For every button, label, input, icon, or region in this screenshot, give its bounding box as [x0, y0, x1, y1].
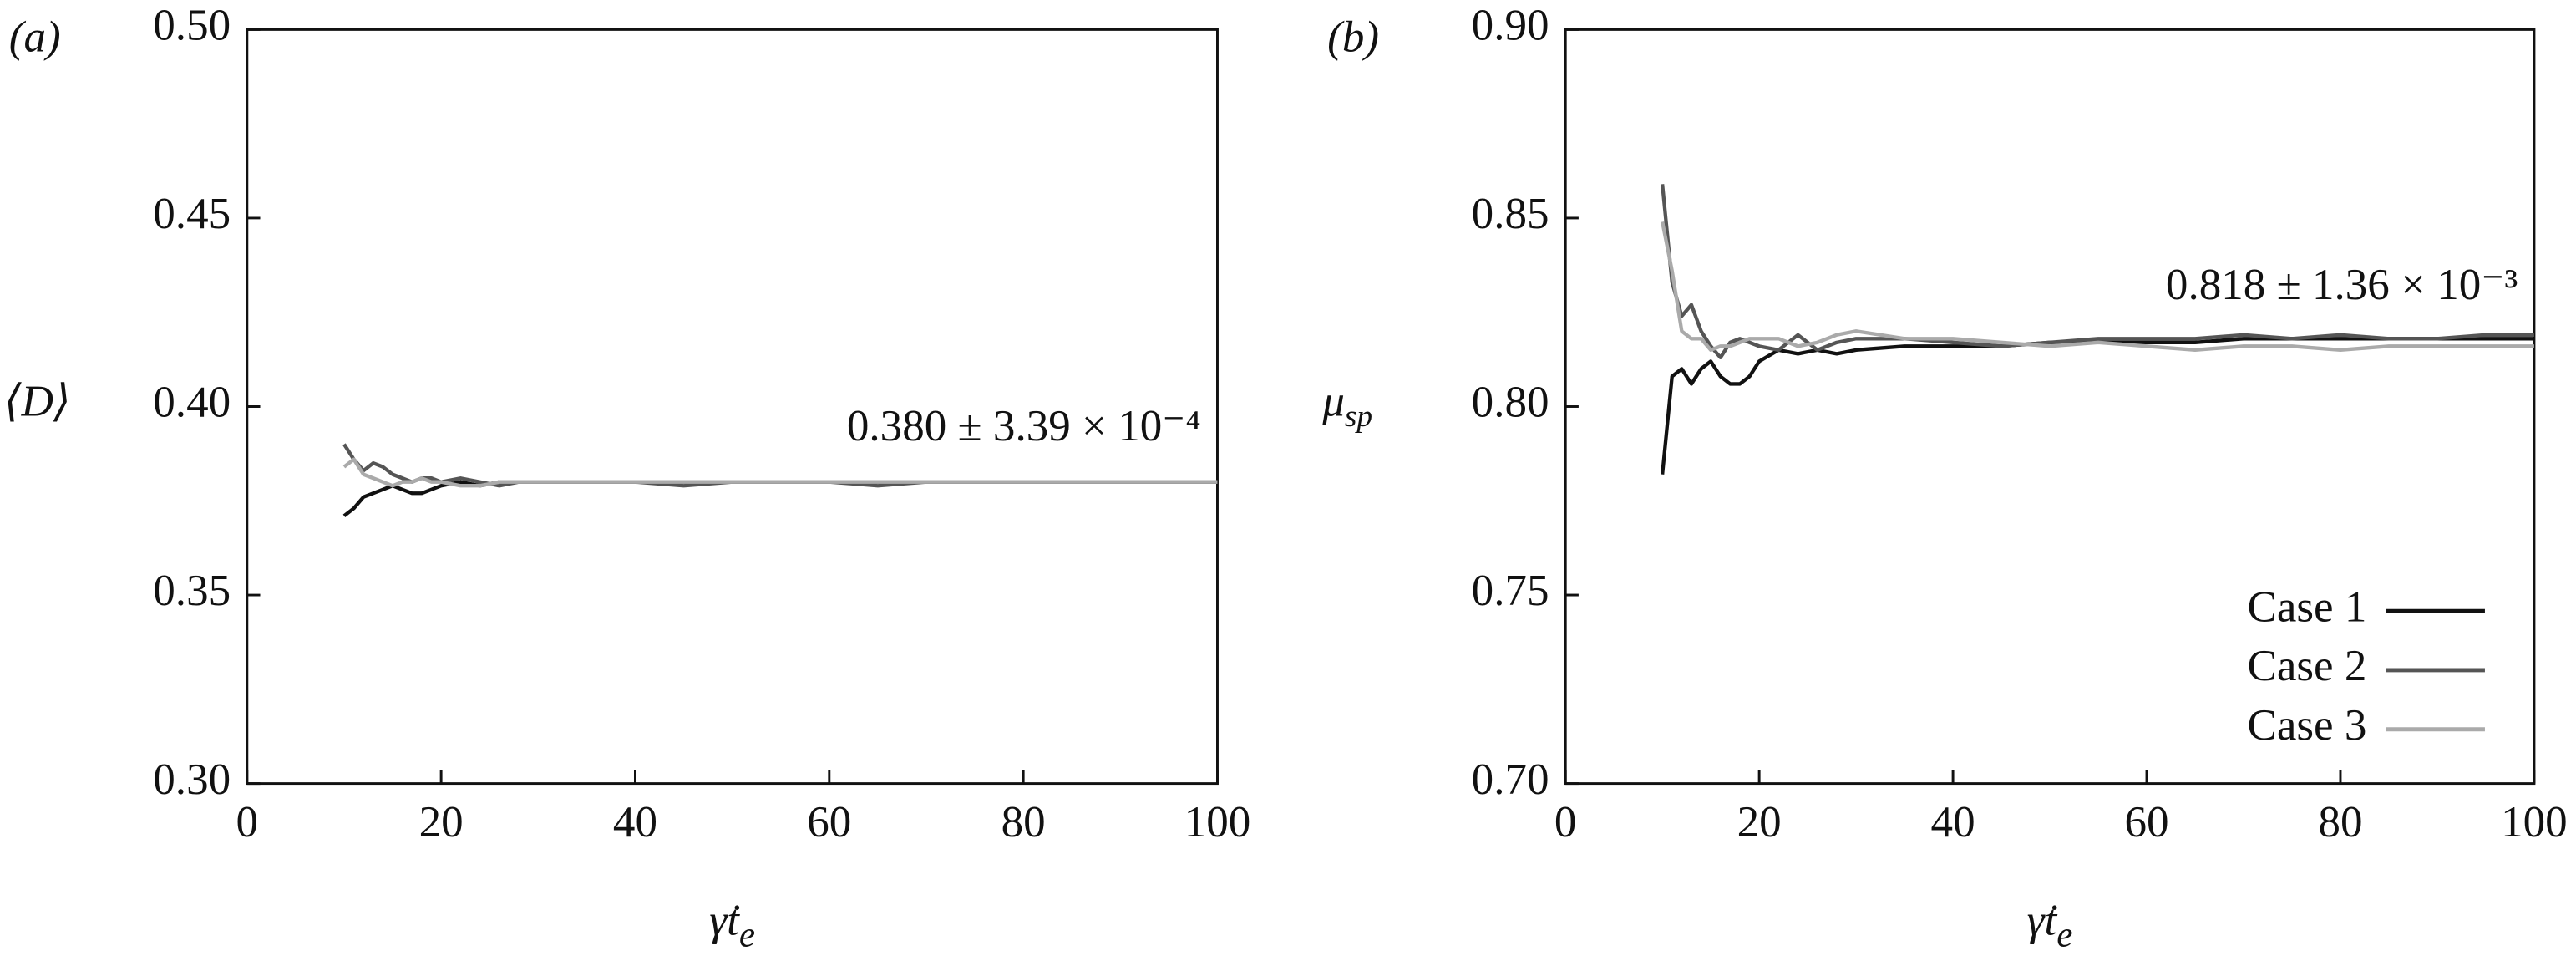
- y-tick-label: 0.85: [1472, 190, 1549, 238]
- x-tick-label: 60: [2124, 798, 2168, 847]
- y-tick-label: 0.40: [153, 379, 231, 427]
- x-tick-label: 60: [807, 798, 851, 847]
- series-line: [1661, 221, 2534, 352]
- x-tick-label: 40: [1931, 798, 1975, 847]
- y-label-main: ⟨D⟩: [4, 378, 71, 426]
- panel-label: (a): [9, 13, 61, 61]
- x-tick-label: 0: [1554, 798, 1577, 847]
- x-label-main: γ̇t: [709, 897, 740, 945]
- x-tick-label: 100: [1184, 798, 1251, 847]
- y-tick-label: 0.80: [1472, 379, 1549, 427]
- y-tick-label: 0.50: [153, 2, 231, 50]
- x-label-sub: e: [739, 914, 755, 954]
- series-line: [1661, 184, 2534, 360]
- series-line: [1661, 337, 2534, 475]
- y-tick-label: 0.90: [1472, 2, 1549, 50]
- x-label-main: γ̇t: [2027, 897, 2058, 945]
- series-line: [342, 457, 1218, 488]
- legend-label: Case 1: [2247, 582, 2366, 631]
- x-tick-label: 80: [2318, 798, 2362, 847]
- y-label-main: μ: [1321, 378, 1345, 426]
- annotation: 0.818 ± 1.36 × 10⁻³: [2166, 261, 2518, 309]
- x-label-sub: e: [2056, 914, 2072, 954]
- annotation: 0.380 ± 3.39 × 10⁻⁴: [847, 402, 1201, 450]
- y-tick-label: 0.75: [1472, 567, 1549, 615]
- x-tick-label: 80: [1001, 798, 1046, 847]
- x-tick-label: 20: [419, 798, 464, 847]
- y-label-sub: sp: [1345, 399, 1372, 434]
- x-tick-label: 100: [2501, 798, 2568, 847]
- x-axis-label: γ̇te: [709, 897, 755, 954]
- x-tick-label: 0: [236, 798, 259, 847]
- panel-label: (b): [1327, 13, 1379, 61]
- legend-label: Case 2: [2247, 642, 2366, 690]
- y-tick-label: 0.30: [153, 755, 231, 804]
- x-axis-label: γ̇te: [2027, 897, 2073, 954]
- x-tick-label: 40: [613, 798, 657, 847]
- y-tick-label: 0.35: [153, 567, 231, 615]
- y-tick-label: 0.45: [153, 190, 231, 238]
- x-tick-label: 20: [1737, 798, 1782, 847]
- y-axis-label: μsp: [1321, 378, 1372, 434]
- legend-label: Case 3: [2247, 701, 2366, 750]
- y-axis-label: ⟨D⟩: [4, 378, 71, 426]
- y-tick-label: 0.70: [1472, 755, 1549, 804]
